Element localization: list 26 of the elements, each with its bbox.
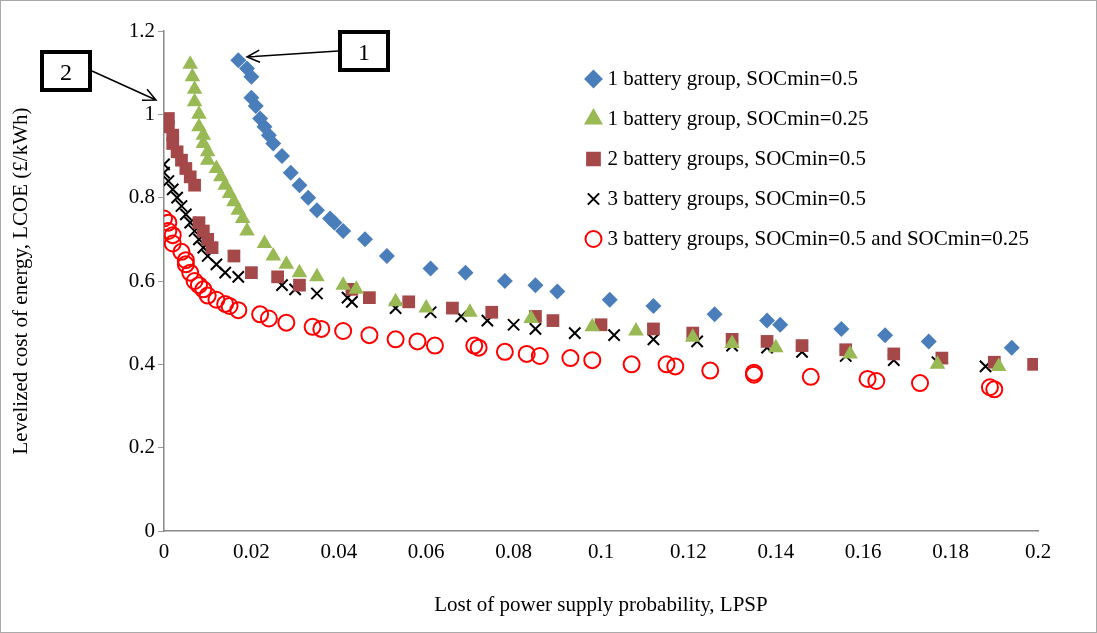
y-tick-label: 0.6	[128, 267, 155, 292]
x-tick-label: 0.18	[932, 539, 969, 564]
legend-label: 3 battery groups, SOCmin=0.5 and SOCmin=0.25	[607, 225, 1030, 250]
x-tick-label: 0.1	[587, 539, 615, 564]
y-tick-label: 0	[144, 517, 155, 542]
y-tick-label: 0.4	[128, 350, 156, 375]
x-tick-label: 0.16	[844, 539, 882, 564]
text: 2	[40, 50, 92, 92]
x-tick-label: 0.02	[233, 539, 270, 564]
x-tick-label: 0.12	[670, 539, 707, 564]
legend-label: 1 battery group, SOCmin=0.5	[607, 65, 858, 90]
legend-label: 1 battery group, SOCmin=0.25	[607, 105, 869, 130]
legend-label: 3 battery groups, SOCmin=0.5	[607, 185, 867, 210]
y-axis-title: Levelized cost of energy, LCOE (£/kWh)	[8, 107, 33, 455]
x-axis-title: Lost of power supply probability, LPSP	[434, 591, 768, 616]
x-tick-label: 0.14	[757, 539, 795, 564]
y-tick-label: 0.8	[128, 184, 155, 209]
legend-label: 2 battery groups, SOCmin=0.5	[607, 145, 867, 170]
x-tick-label: 0.08	[495, 539, 532, 564]
x-tick-label: 0.2	[1024, 539, 1052, 564]
annotation: 1	[338, 30, 390, 72]
y-tick-label: 1	[144, 100, 155, 125]
x-tick-label: 0.06	[407, 539, 445, 564]
x-tick-label: 0.04	[320, 539, 358, 564]
y-tick-label: 0.2	[128, 434, 155, 459]
y-tick-label: 1.2	[128, 17, 155, 42]
